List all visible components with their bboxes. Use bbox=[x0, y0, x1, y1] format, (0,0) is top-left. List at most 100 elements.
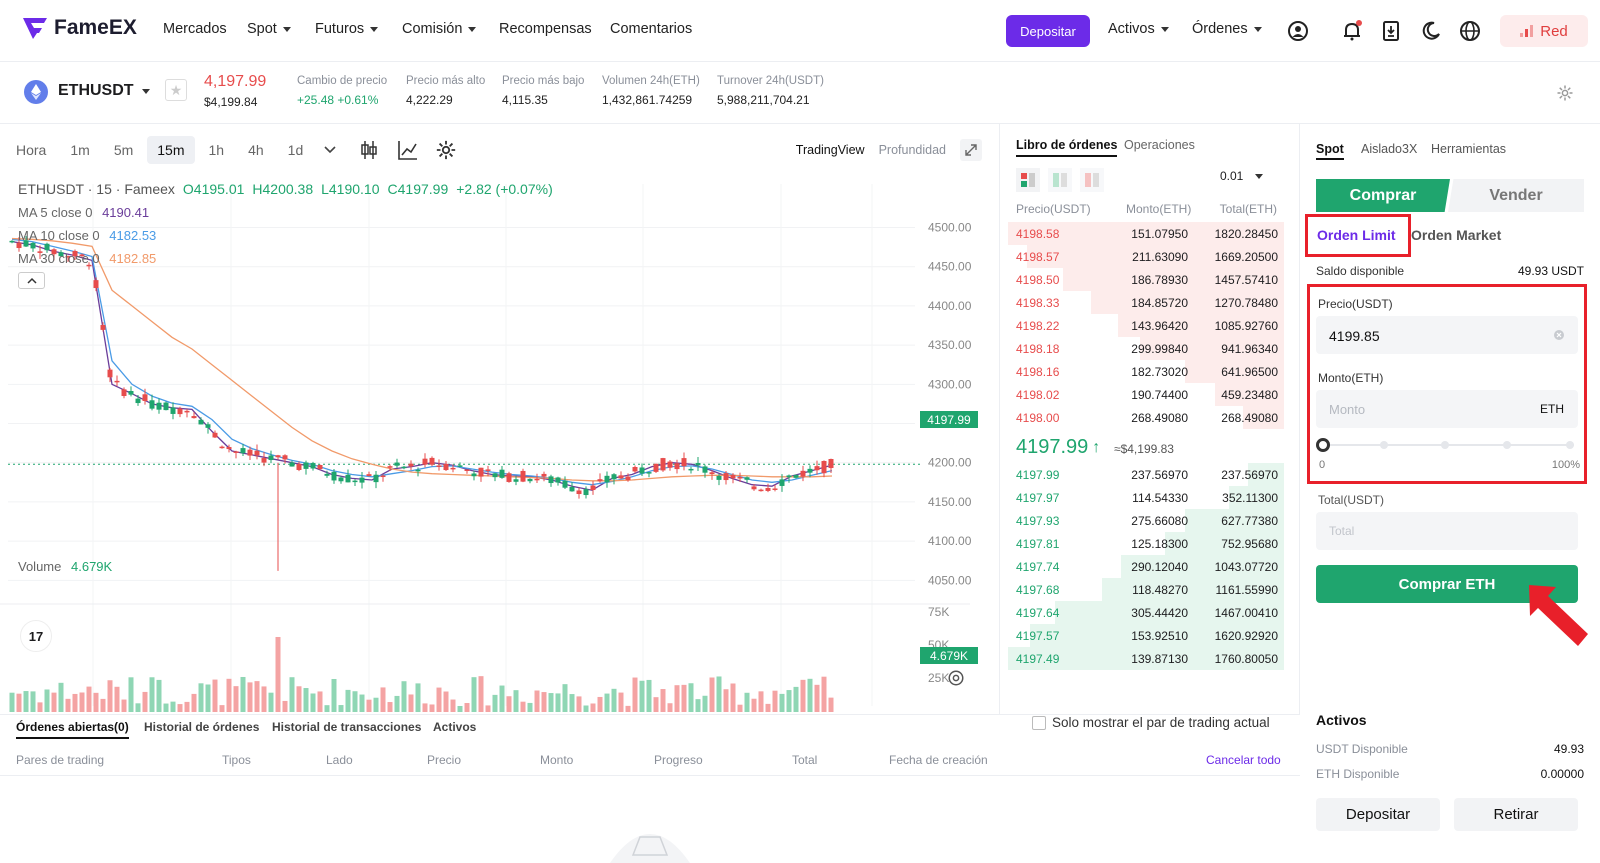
order-type-market[interactable]: Orden Market bbox=[1411, 227, 1502, 243]
buy-tab[interactable]: Comprar bbox=[1316, 179, 1450, 212]
bid-row[interactable]: 4197.97 114.54330 352.11300 bbox=[1000, 486, 1300, 509]
nav-ordenes[interactable]: Órdenes bbox=[1192, 21, 1262, 37]
precision-select[interactable]: 0.01 bbox=[1220, 169, 1264, 183]
ask-row[interactable]: 4198.57 211.63090 1669.20500 bbox=[1000, 245, 1300, 268]
tab-open-orders[interactable]: Órdenes abiertas(0) bbox=[16, 720, 129, 739]
candlestick-icon[interactable] bbox=[359, 139, 381, 161]
slider-tick[interactable] bbox=[1380, 441, 1388, 449]
tab-trades[interactable]: Operaciones bbox=[1124, 138, 1195, 152]
timeframe-1h[interactable]: 1h bbox=[208, 142, 225, 158]
bid-row[interactable]: 4197.81 125.18300 752.95680 bbox=[1000, 532, 1300, 555]
ask-row[interactable]: 4198.33 184.85720 1270.78480 bbox=[1000, 291, 1300, 314]
time-label[interactable]: Hora bbox=[16, 142, 47, 158]
checkbox[interactable] bbox=[1032, 715, 1046, 730]
deposit-button[interactable]: Depositar bbox=[1006, 15, 1090, 47]
collapse-legend-button[interactable] bbox=[18, 272, 45, 289]
nav-activos[interactable]: Activos bbox=[1108, 21, 1169, 37]
deposit-asset-button[interactable]: Depositar bbox=[1316, 798, 1440, 831]
timeframe-4h[interactable]: 4h bbox=[248, 142, 264, 158]
fullscreen-icon[interactable] bbox=[960, 139, 982, 161]
book-bids-view-icon[interactable] bbox=[1048, 168, 1072, 192]
tab-tools[interactable]: Herramientas bbox=[1431, 142, 1507, 156]
depth-tab[interactable]: Profundidad bbox=[878, 143, 946, 157]
nav-comentarios[interactable]: Comentarios bbox=[610, 21, 692, 37]
globe-icon[interactable] bbox=[1458, 19, 1482, 43]
slider-tick[interactable] bbox=[1503, 441, 1511, 449]
candle-body bbox=[464, 469, 470, 472]
bid-row[interactable]: 4197.93 275.66080 627.77380 bbox=[1000, 509, 1300, 532]
tab-assets[interactable]: Activos bbox=[433, 720, 477, 734]
only-current-pair-toggle[interactable]: Solo mostrar el par de trading actual bbox=[1032, 715, 1270, 730]
chart-axis-settings-icon[interactable] bbox=[947, 669, 965, 687]
ask-row[interactable]: 4198.50 186.78930 1457.57410 bbox=[1000, 268, 1300, 291]
bid-row[interactable]: 4197.64 305.44420 1467.00410 bbox=[1000, 601, 1300, 624]
y-tick-label: 4450.00 bbox=[928, 260, 972, 274]
volume-bar bbox=[37, 702, 43, 712]
bid-row[interactable]: 4197.49 139.87130 1760.80050 bbox=[1000, 647, 1300, 670]
bell-icon[interactable] bbox=[1340, 19, 1364, 43]
stat-label: Volumen 24h(ETH) bbox=[602, 75, 700, 87]
buy-eth-button[interactable]: Comprar ETH bbox=[1316, 565, 1578, 603]
moon-icon[interactable] bbox=[1419, 19, 1443, 43]
pair-selector[interactable]: ETHUSDT bbox=[58, 82, 150, 100]
candle-body bbox=[534, 478, 540, 481]
ask-row[interactable]: 4198.16 182.73020 641.96500 bbox=[1000, 360, 1300, 383]
indicators-icon[interactable] bbox=[397, 139, 419, 161]
slider-tick[interactable] bbox=[1441, 441, 1449, 449]
amount-input[interactable]: Monto ETH bbox=[1316, 390, 1578, 428]
book-asks-view-icon[interactable] bbox=[1080, 168, 1104, 192]
order-type-limit[interactable]: Orden Limit bbox=[1317, 227, 1396, 243]
bid-row[interactable]: 4197.74 290.12040 1043.07720 bbox=[1000, 555, 1300, 578]
price-chart[interactable]: 4500.004450.004400.004350.004300.004250.… bbox=[0, 176, 1000, 714]
ask-row[interactable]: 4198.18 299.99840 941.96340 bbox=[1000, 337, 1300, 360]
fameex-logo[interactable]: FameEX bbox=[22, 16, 137, 40]
chart-settings-icon[interactable] bbox=[435, 139, 457, 161]
bid-row[interactable]: 4197.68 118.48270 1161.55990 bbox=[1000, 578, 1300, 601]
timeframe-1m[interactable]: 1m bbox=[70, 142, 90, 158]
withdraw-button[interactable]: Retirar bbox=[1454, 798, 1578, 831]
candle-body bbox=[156, 402, 162, 410]
chevron-down-icon bbox=[468, 26, 477, 32]
nav-comision[interactable]: Comisión bbox=[402, 21, 477, 37]
candle-body bbox=[450, 467, 456, 470]
ask-row[interactable]: 4198.02 190.74400 459.23480 bbox=[1000, 383, 1300, 406]
tab-order-history[interactable]: Historial de órdenes bbox=[144, 720, 260, 734]
clear-icon[interactable] bbox=[1554, 330, 1564, 340]
sell-tab[interactable]: Vender bbox=[1448, 179, 1584, 212]
tradingview-logo-icon[interactable]: 17 bbox=[20, 620, 52, 652]
ask-total: 1457.57410 bbox=[1214, 273, 1278, 287]
total-input[interactable]: Total bbox=[1316, 512, 1578, 550]
ask-row[interactable]: 4198.00 268.49080 268.49080 bbox=[1000, 406, 1300, 429]
timeframe-1d[interactable]: 1d bbox=[287, 142, 304, 158]
last-trade-price: 4197.99 ↑ bbox=[1016, 436, 1100, 459]
price-input[interactable]: 4199.85 bbox=[1316, 316, 1578, 354]
nav-futuros[interactable]: Futuros bbox=[315, 21, 379, 37]
timeframe-5m[interactable]: 5m bbox=[113, 142, 134, 158]
bid-row[interactable]: 4197.57 153.92510 1620.92920 bbox=[1000, 624, 1300, 647]
settings-gear-icon[interactable] bbox=[1556, 84, 1574, 102]
nav-spot[interactable]: Spot bbox=[247, 21, 291, 37]
tradingview-tab[interactable]: TradingView bbox=[795, 143, 865, 157]
tab-spot[interactable]: Spot bbox=[1316, 142, 1344, 160]
tab-isolated[interactable]: Aislado3X bbox=[1361, 142, 1418, 156]
cancel-all-link[interactable]: Cancelar todo bbox=[1206, 753, 1281, 767]
volume-bar bbox=[667, 703, 673, 712]
ask-row[interactable]: 4198.22 143.96420 1085.92760 bbox=[1000, 314, 1300, 337]
tab-trade-history[interactable]: Historial de transacciones bbox=[272, 720, 422, 734]
chevron-down-icon[interactable] bbox=[323, 143, 337, 157]
ask-row[interactable]: 4198.58 151.07950 1820.28450 bbox=[1000, 222, 1300, 245]
book-both-view-icon[interactable] bbox=[1016, 168, 1040, 192]
nav-label: Comisión bbox=[402, 21, 463, 37]
bid-row[interactable]: 4197.99 237.56970 237.56970 bbox=[1000, 463, 1300, 486]
candle-body bbox=[471, 473, 477, 477]
nav-mercados[interactable]: Mercados bbox=[163, 21, 227, 37]
download-app-icon[interactable] bbox=[1379, 19, 1403, 43]
user-icon[interactable] bbox=[1286, 19, 1310, 43]
timeframe-15m[interactable]: 15m bbox=[147, 136, 195, 164]
slider-handle[interactable] bbox=[1316, 438, 1330, 452]
slider-tick[interactable] bbox=[1566, 441, 1574, 449]
color-theme-button[interactable]: Red bbox=[1500, 15, 1588, 47]
nav-recompensas[interactable]: Recompensas bbox=[499, 21, 592, 37]
favorite-star-icon[interactable]: ★ bbox=[165, 79, 187, 101]
tab-order-book[interactable]: Libro de órdenes bbox=[1016, 138, 1118, 157]
